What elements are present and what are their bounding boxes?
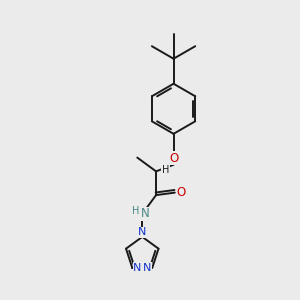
Text: H: H <box>132 206 140 216</box>
Text: H: H <box>162 165 169 175</box>
Text: O: O <box>169 152 178 165</box>
Text: O: O <box>177 186 186 199</box>
Text: N: N <box>138 227 146 237</box>
Text: N: N <box>133 263 142 273</box>
Text: N: N <box>141 207 150 220</box>
Text: N: N <box>143 263 151 273</box>
